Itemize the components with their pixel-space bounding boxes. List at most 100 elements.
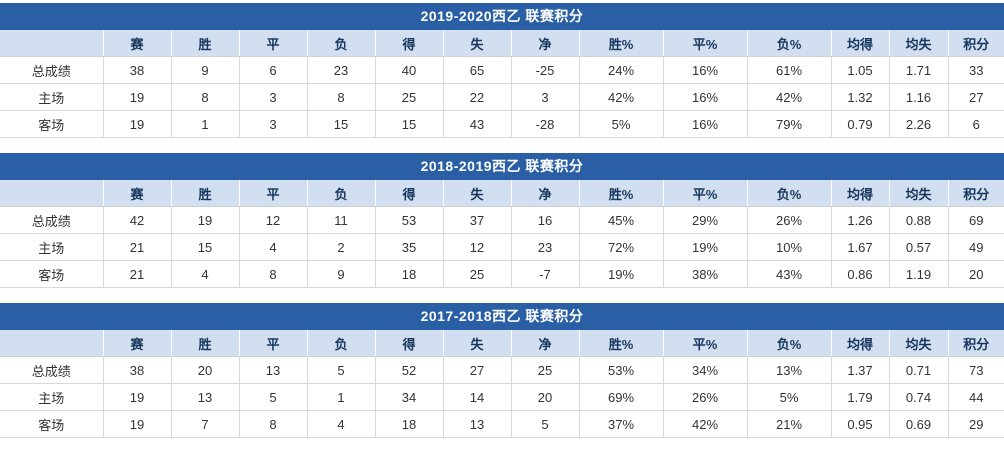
stat-cell: 53%	[579, 356, 664, 384]
row-label: 主场	[0, 83, 104, 111]
stat-cell: 16%	[663, 110, 748, 138]
stat-cell: 8	[239, 410, 308, 438]
column-header: 均得	[831, 330, 890, 357]
season-table-2017-2018: 2017-2018西乙 联赛积分 赛胜平负得失净胜% 平% 负% 均得 均失 积分 总成绩 3…	[0, 303, 1004, 438]
stat-cell: 19%	[579, 260, 664, 288]
stat-cell: 5%	[747, 383, 832, 411]
stat-cell: 23	[307, 56, 376, 84]
column-header: 均得	[831, 30, 890, 57]
header-row: 赛胜平负得失净胜% 平% 负% 均得 均失 积分	[0, 180, 1004, 207]
stat-cell: 34	[375, 383, 444, 411]
stat-cell: 1	[307, 383, 376, 411]
stat-cell: 69	[948, 206, 1004, 234]
column-header: 得	[375, 180, 444, 207]
stat-cell: 1.67	[831, 233, 890, 261]
stat-cell: 12	[443, 233, 512, 261]
stat-cell: 2.26	[889, 110, 949, 138]
stats-row: 主场 21 15 4 2 35 12 23 72% 19% 10% 1.67 0.57 49	[0, 233, 1004, 261]
corner-header-cell	[0, 180, 104, 207]
column-header: 负	[307, 30, 376, 57]
stat-cell: 9	[171, 56, 240, 84]
stat-cell: 6	[239, 56, 308, 84]
stat-cell: 4	[307, 410, 376, 438]
table-title: 2019-2020西乙 联赛积分	[0, 3, 1004, 30]
stat-cell: 12	[239, 206, 308, 234]
stat-cell: 0.74	[889, 383, 949, 411]
stat-cell: 1.79	[831, 383, 890, 411]
stat-cell: 43%	[747, 260, 832, 288]
stat-cell: 27	[948, 83, 1004, 111]
stat-cell: 15	[375, 110, 444, 138]
stat-cell: 0.79	[831, 110, 890, 138]
row-label: 总成绩	[0, 206, 104, 234]
stat-cell: 65	[443, 56, 512, 84]
stat-cell: 5	[307, 356, 376, 384]
stat-cell: 3	[239, 110, 308, 138]
table-title: 2018-2019西乙 联赛积分	[0, 153, 1004, 180]
stat-cell: 37	[443, 206, 512, 234]
stat-cell: 61%	[747, 56, 832, 84]
stat-cell: 35	[375, 233, 444, 261]
stat-cell: 38%	[663, 260, 748, 288]
column-header: 净	[511, 330, 580, 357]
column-header: 均失	[889, 330, 949, 357]
stat-cell: 21	[103, 233, 172, 261]
column-header: 均得	[831, 180, 890, 207]
stat-cell: 19	[103, 83, 172, 111]
stat-cell: 22	[443, 83, 512, 111]
stats-row: 客场 21 4 8 9 18 25 -7 19% 38% 43% 0.86 1.19 20	[0, 260, 1004, 288]
stat-cell: 16	[511, 206, 580, 234]
stat-cell: 1.05	[831, 56, 890, 84]
stats-row: 客场 19 7 8 4 18 13 5 37% 42% 21% 0.95 0.69 29	[0, 410, 1004, 438]
column-header: 胜%	[579, 30, 664, 57]
stat-cell: 40	[375, 56, 444, 84]
column-header: 失	[443, 30, 512, 57]
stats-table: 赛胜平负得失净胜% 平% 负% 均得 均失 积分 总成绩 42 19 12 11 53 37 16 45% 2…	[0, 180, 1004, 288]
column-header: 胜	[171, 180, 240, 207]
stat-cell: 19	[171, 206, 240, 234]
column-header: 平	[239, 30, 308, 57]
header-row: 赛胜平负得失净胜% 平% 负% 均得 均失 积分	[0, 330, 1004, 357]
stat-cell: 29	[948, 410, 1004, 438]
stat-cell: 1.19	[889, 260, 949, 288]
stat-cell: 26%	[747, 206, 832, 234]
column-header: 胜%	[579, 180, 664, 207]
column-header: 平%	[663, 30, 748, 57]
stats-table: 赛胜平负得失净胜% 平% 负% 均得 均失 积分 总成绩 38 20 13 5 52 27 25 53% 34…	[0, 330, 1004, 438]
column-header: 得	[375, 30, 444, 57]
stat-cell: 44	[948, 383, 1004, 411]
column-header: 平	[239, 180, 308, 207]
stat-cell: -7	[511, 260, 580, 288]
stat-cell: 45%	[579, 206, 664, 234]
stat-cell: 19	[103, 110, 172, 138]
stat-cell: 8	[239, 260, 308, 288]
stat-cell: -28	[511, 110, 580, 138]
column-header: 失	[443, 330, 512, 357]
stat-cell: 15	[307, 110, 376, 138]
stat-cell: 20	[171, 356, 240, 384]
column-header: 负%	[747, 330, 832, 357]
stat-cell: 13	[239, 356, 308, 384]
stat-cell: 0.88	[889, 206, 949, 234]
stat-cell: 8	[171, 83, 240, 111]
column-header: 均失	[889, 30, 949, 57]
stat-cell: 72%	[579, 233, 664, 261]
stat-cell: 0.86	[831, 260, 890, 288]
stat-cell: 11	[307, 206, 376, 234]
column-header: 积分	[948, 30, 1004, 57]
corner-header-cell	[0, 30, 104, 57]
column-header: 负	[307, 330, 376, 357]
stat-cell: 2	[307, 233, 376, 261]
stat-cell: 1.37	[831, 356, 890, 384]
column-header: 积分	[948, 180, 1004, 207]
stat-cell: 43	[443, 110, 512, 138]
stat-cell: 1.71	[889, 56, 949, 84]
column-header: 胜	[171, 330, 240, 357]
stat-cell: 1.26	[831, 206, 890, 234]
stat-cell: 10%	[747, 233, 832, 261]
stat-cell: 49	[948, 233, 1004, 261]
column-header: 均失	[889, 180, 949, 207]
stat-cell: 3	[239, 83, 308, 111]
stat-cell: 13%	[747, 356, 832, 384]
